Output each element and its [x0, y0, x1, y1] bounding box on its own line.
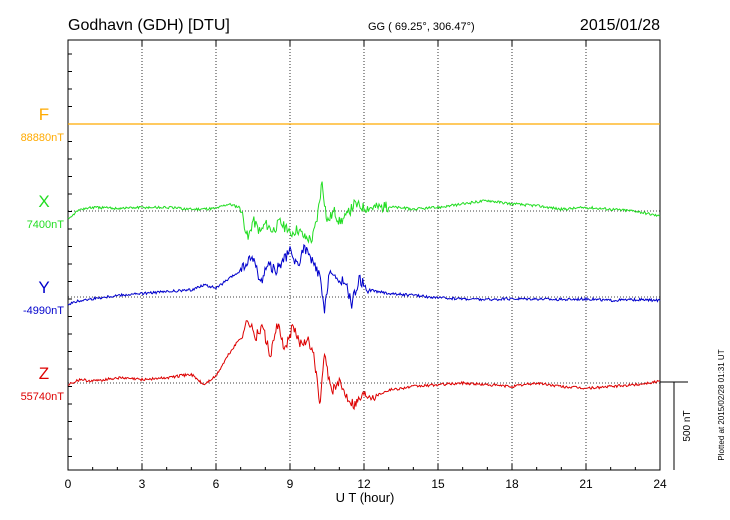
- series-line-z: [67, 320, 661, 411]
- x-tick-label: 12: [357, 477, 371, 491]
- x-axis-label: U T (hour): [336, 490, 395, 505]
- x-tick-label: 15: [431, 477, 445, 491]
- gridlines: [141, 40, 587, 470]
- date-label: 2015/01/28: [580, 17, 660, 34]
- coordinates-label: GG ( 69.25°, 306.47°): [368, 21, 475, 33]
- series-labels: F 88880nT X 7400nT Y -4990nT Z 55740nT: [21, 105, 65, 403]
- scale-bar: 500 nT: [660, 381, 693, 470]
- x-tick-label: 3: [139, 477, 146, 491]
- baseline-label-x: 7400nT: [27, 219, 65, 231]
- series-name-z: Z: [39, 364, 49, 383]
- x-tick-label: 18: [505, 477, 519, 491]
- x-tick-label: 9: [287, 477, 294, 491]
- series-line-y: [67, 243, 661, 314]
- baseline-label-y: -4990nT: [23, 305, 64, 317]
- x-tick-label: 6: [213, 477, 220, 491]
- baseline-label-z: 55740nT: [21, 391, 65, 403]
- station-title: Godhavn (GDH) [DTU]: [68, 17, 230, 34]
- series-line-x: [67, 181, 661, 245]
- x-tick-label: 24: [653, 477, 667, 491]
- scale-bar-label: 500 nT: [682, 410, 693, 441]
- x-axis-ticks: 0 3 6 9 12 15 18 21 24: [65, 40, 667, 491]
- series-name-y: Y: [38, 278, 49, 297]
- plot-frame: [67, 39, 661, 471]
- x-tick-label: 21: [579, 477, 593, 491]
- series-group: [67, 123, 661, 411]
- x-tick-label: 0: [65, 477, 72, 491]
- plotted-at-note: Plotted at 2015/02/28 01:31 UT: [717, 349, 726, 460]
- series-name-x: X: [38, 192, 49, 211]
- series-name-f: F: [39, 105, 49, 124]
- baseline-label-f: 88880nT: [21, 132, 65, 144]
- plot-area: [67, 39, 661, 471]
